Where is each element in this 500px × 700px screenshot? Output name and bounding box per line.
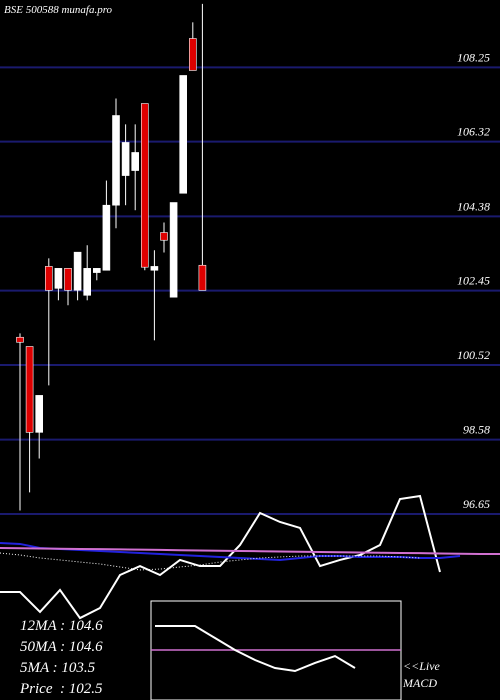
macd-line — [155, 625, 356, 673]
indicator-line — [0, 546, 500, 555]
candle-body — [44, 266, 53, 291]
candle-body — [131, 152, 139, 171]
candle-body — [160, 232, 168, 241]
candle-body — [64, 268, 72, 291]
macd-label-line: MACD — [402, 676, 437, 690]
stat-label: Price : 102.5 — [19, 681, 103, 697]
candle-body — [16, 336, 24, 343]
indicator-line — [0, 552, 421, 571]
candle-body — [198, 264, 207, 291]
candle-body — [179, 75, 187, 194]
y-tick-label: 96.65 — [463, 497, 490, 511]
stat-label: 12MA : 104.6 — [20, 618, 103, 634]
candle-body — [83, 268, 91, 296]
y-tick-label: 104.38 — [457, 199, 490, 213]
y-tick-label: 108.25 — [457, 50, 490, 64]
candle-body — [189, 38, 197, 71]
y-tick-label: 100.52 — [457, 348, 490, 362]
candle-body — [25, 346, 34, 433]
y-tick-label: 106.32 — [457, 125, 490, 139]
candle-body — [141, 103, 149, 268]
y-tick-label: 102.45 — [457, 274, 490, 288]
candle-body — [169, 202, 178, 298]
macd-label-line: <<Live — [403, 659, 441, 673]
stat-label: 5MA : 103.5 — [20, 660, 96, 676]
candle-body — [54, 268, 63, 289]
candle-body — [112, 115, 120, 206]
candle-body — [150, 266, 159, 271]
candle-body — [35, 395, 44, 433]
macd-label: <<Live MACD — [402, 659, 441, 690]
chart-title: BSE 500588 munafa.pro — [4, 4, 113, 16]
candle-body — [73, 251, 82, 291]
stat-label: 50MA : 104.6 — [20, 639, 103, 655]
candle-body — [102, 204, 111, 271]
y-tick-label: 98.58 — [463, 423, 490, 437]
candle-body — [93, 268, 101, 273]
candle-body — [121, 142, 130, 176]
